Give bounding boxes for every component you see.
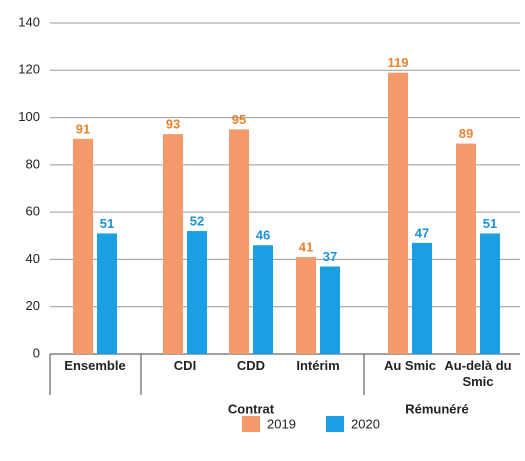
bar bbox=[73, 138, 93, 354]
x-tick-label: Au-delà du Smic bbox=[444, 358, 512, 389]
bar bbox=[187, 231, 207, 354]
bar bbox=[97, 233, 117, 354]
value-label: 47 bbox=[415, 225, 429, 240]
bar bbox=[296, 257, 316, 354]
value-label: 91 bbox=[76, 121, 90, 136]
y-tick-label: 140 bbox=[18, 14, 40, 29]
bar bbox=[456, 143, 476, 354]
bar bbox=[320, 266, 340, 354]
legend-swatch bbox=[242, 416, 260, 432]
value-label: 37 bbox=[323, 249, 337, 264]
y-tick-label: 120 bbox=[18, 62, 40, 77]
value-label: 46 bbox=[256, 228, 270, 243]
value-label: 119 bbox=[388, 55, 409, 70]
y-tick-label: 80 bbox=[26, 156, 40, 171]
value-label: 51 bbox=[100, 216, 114, 231]
bar bbox=[229, 129, 249, 354]
bar bbox=[253, 245, 273, 354]
y-tick-label: 100 bbox=[18, 109, 40, 124]
x-tick-label: CDD bbox=[236, 358, 266, 373]
x-tick-label: Ensemble bbox=[64, 358, 126, 373]
legend-label: 2020 bbox=[351, 416, 380, 431]
y-tick-label: 40 bbox=[26, 251, 40, 266]
x-tick-label: Au Smic bbox=[383, 358, 436, 373]
group-label: Contrat bbox=[228, 401, 275, 416]
group-label: Rémunéré bbox=[405, 401, 469, 416]
bar bbox=[163, 134, 183, 354]
bar bbox=[412, 242, 432, 354]
y-tick-label: 0 bbox=[33, 345, 40, 360]
value-label: 51 bbox=[483, 216, 497, 231]
bar bbox=[480, 233, 500, 354]
value-label: 93 bbox=[166, 117, 180, 132]
y-tick-label: 60 bbox=[26, 204, 40, 219]
legend-swatch bbox=[326, 416, 344, 432]
y-tick-label: 20 bbox=[26, 298, 40, 313]
value-label: 41 bbox=[299, 240, 313, 255]
value-label: 95 bbox=[232, 112, 246, 127]
value-label: 89 bbox=[459, 126, 473, 141]
x-tick-label: CDI bbox=[173, 358, 197, 373]
x-tick-label: Intérim bbox=[296, 358, 340, 373]
legend-label: 2019 bbox=[267, 416, 296, 431]
bar bbox=[388, 72, 408, 355]
value-label: 52 bbox=[190, 213, 204, 228]
